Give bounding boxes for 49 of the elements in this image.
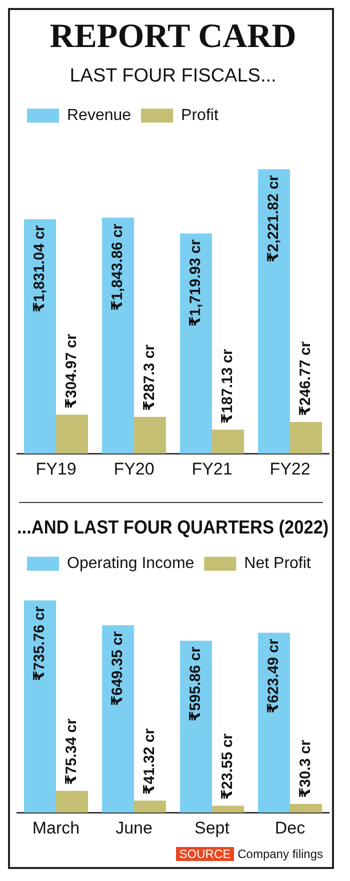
bar xyxy=(290,804,322,813)
chart-title: ...AND LAST FOUR QUARTERS (2022) xyxy=(17,516,329,538)
bar xyxy=(24,219,56,454)
data-label: ₹23.55 cr xyxy=(219,733,236,800)
bar xyxy=(180,640,212,813)
bar xyxy=(180,233,212,454)
data-label: ₹1,719.93 cr xyxy=(187,239,204,327)
legend-label: Operating Income xyxy=(67,555,194,572)
x-tick-label: FY21 xyxy=(192,459,232,478)
legend-label: Net Profit xyxy=(244,555,312,572)
legend-label: Profit xyxy=(181,107,219,124)
bar xyxy=(24,600,56,813)
bar xyxy=(258,169,290,454)
data-label: ₹1,843.86 cr xyxy=(109,223,126,311)
bar xyxy=(290,422,322,454)
data-label: ₹735.76 cr xyxy=(31,606,48,682)
x-tick-label: June xyxy=(116,818,152,838)
data-label: ₹2,221.82 cr xyxy=(265,175,282,262)
bar xyxy=(102,625,134,813)
x-tick-label: FY22 xyxy=(270,459,310,478)
x-tick-label: Sept xyxy=(194,818,230,838)
bar xyxy=(134,416,166,454)
text: Company filings xyxy=(238,847,323,861)
data-label: ₹246.77 cr xyxy=(297,341,314,416)
x-tick-label: FY20 xyxy=(114,459,154,478)
legend-label: Revenue xyxy=(67,107,132,124)
x-tick-label: March xyxy=(32,818,80,838)
data-label: ₹30.3 cr xyxy=(297,740,314,798)
data-label: ₹1,831.04 cr xyxy=(31,225,48,312)
data-label: ₹623.49 cr xyxy=(265,638,282,714)
bar xyxy=(258,632,290,813)
bar xyxy=(212,430,244,454)
data-label: ₹649.35 cr xyxy=(109,631,126,706)
data-label: ₹595.86 cr xyxy=(187,646,204,722)
bar xyxy=(102,218,134,454)
bar xyxy=(56,414,88,454)
x-tick-label: Dec xyxy=(274,818,306,838)
x-tick-label: FY19 xyxy=(36,459,76,478)
data-label: ₹304.97 cr xyxy=(63,334,80,409)
bar xyxy=(134,800,166,813)
data-label: ₹75.34 cr xyxy=(63,718,80,785)
data-label: ₹287.3 cr xyxy=(141,344,158,411)
text: SOURCE xyxy=(176,847,234,861)
data-label: ₹41.32 cr xyxy=(141,728,158,795)
bar xyxy=(212,806,244,813)
bar xyxy=(56,790,88,813)
data-label: ₹187.13 cr xyxy=(219,348,236,424)
chart-subtitle: LAST FOUR FISCALS... xyxy=(70,65,276,86)
chart-title: REPORT CARD xyxy=(50,18,296,56)
